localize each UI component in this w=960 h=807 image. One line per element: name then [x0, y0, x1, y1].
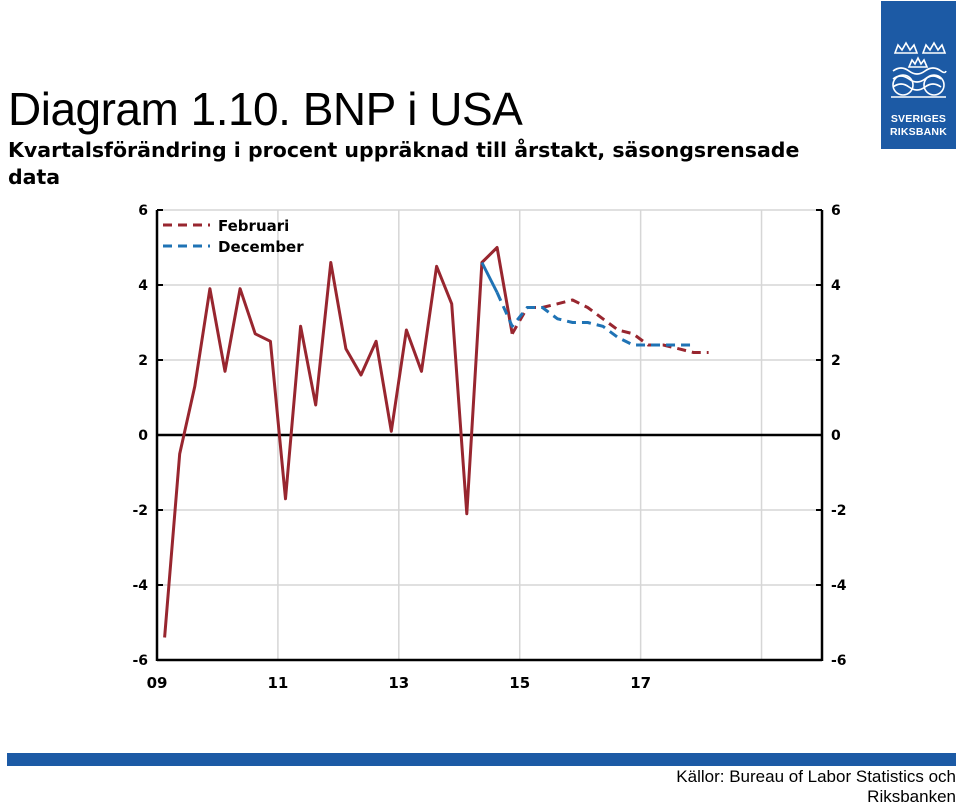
- series-line-december-dashed: [495, 291, 694, 347]
- y-tick-label-left: 6: [138, 203, 148, 219]
- y-tick-label-left: 2: [138, 353, 148, 369]
- page-subtitle: Kvartalsförändring i procent uppräknad t…: [8, 138, 800, 189]
- riksbank-logo: SVERIGES RIKSBANK: [881, 1, 956, 149]
- legend-label-februari: Februari: [218, 217, 289, 235]
- y-tick-label-right: 6: [831, 203, 841, 219]
- series-line-december-solid: [480, 261, 499, 294]
- y-tick-label-left: -4: [132, 578, 148, 594]
- x-tick-label: 11: [267, 674, 288, 692]
- y-tick-label-left: -6: [132, 653, 148, 669]
- crown-emblem-icon: [891, 41, 947, 98]
- footer-bar: [7, 753, 956, 766]
- x-tick-label: 15: [509, 674, 530, 692]
- y-tick-label-left: -2: [132, 503, 148, 519]
- x-tick-label: 09: [147, 674, 168, 692]
- y-tick-label-right: 2: [831, 353, 841, 369]
- series-line-februari-dashed: [510, 298, 709, 354]
- source-note: Källor: Bureau of Labor Statistics och R…: [676, 767, 956, 806]
- x-tick-label: 13: [388, 674, 409, 692]
- y-tick-label-right: -4: [831, 578, 847, 594]
- page-title: Diagram 1.10. BNP i USA: [8, 83, 523, 135]
- logo-text-riksbank: RIKSBANK: [889, 126, 948, 138]
- x-tick-label: 17: [630, 674, 651, 692]
- y-tick-label-right: -2: [831, 503, 847, 519]
- legend-label-december: December: [218, 238, 304, 256]
- y-tick-label-left: 4: [138, 278, 148, 294]
- y-tick-label-right: 0: [831, 428, 841, 444]
- y-tick-label-right: -6: [831, 653, 847, 669]
- logo-text-sveriges: SVERIGES: [890, 113, 947, 125]
- y-tick-label-left: 0: [138, 428, 148, 444]
- series-line-februari-solid: [163, 246, 514, 638]
- y-tick-label-right: 4: [831, 278, 841, 294]
